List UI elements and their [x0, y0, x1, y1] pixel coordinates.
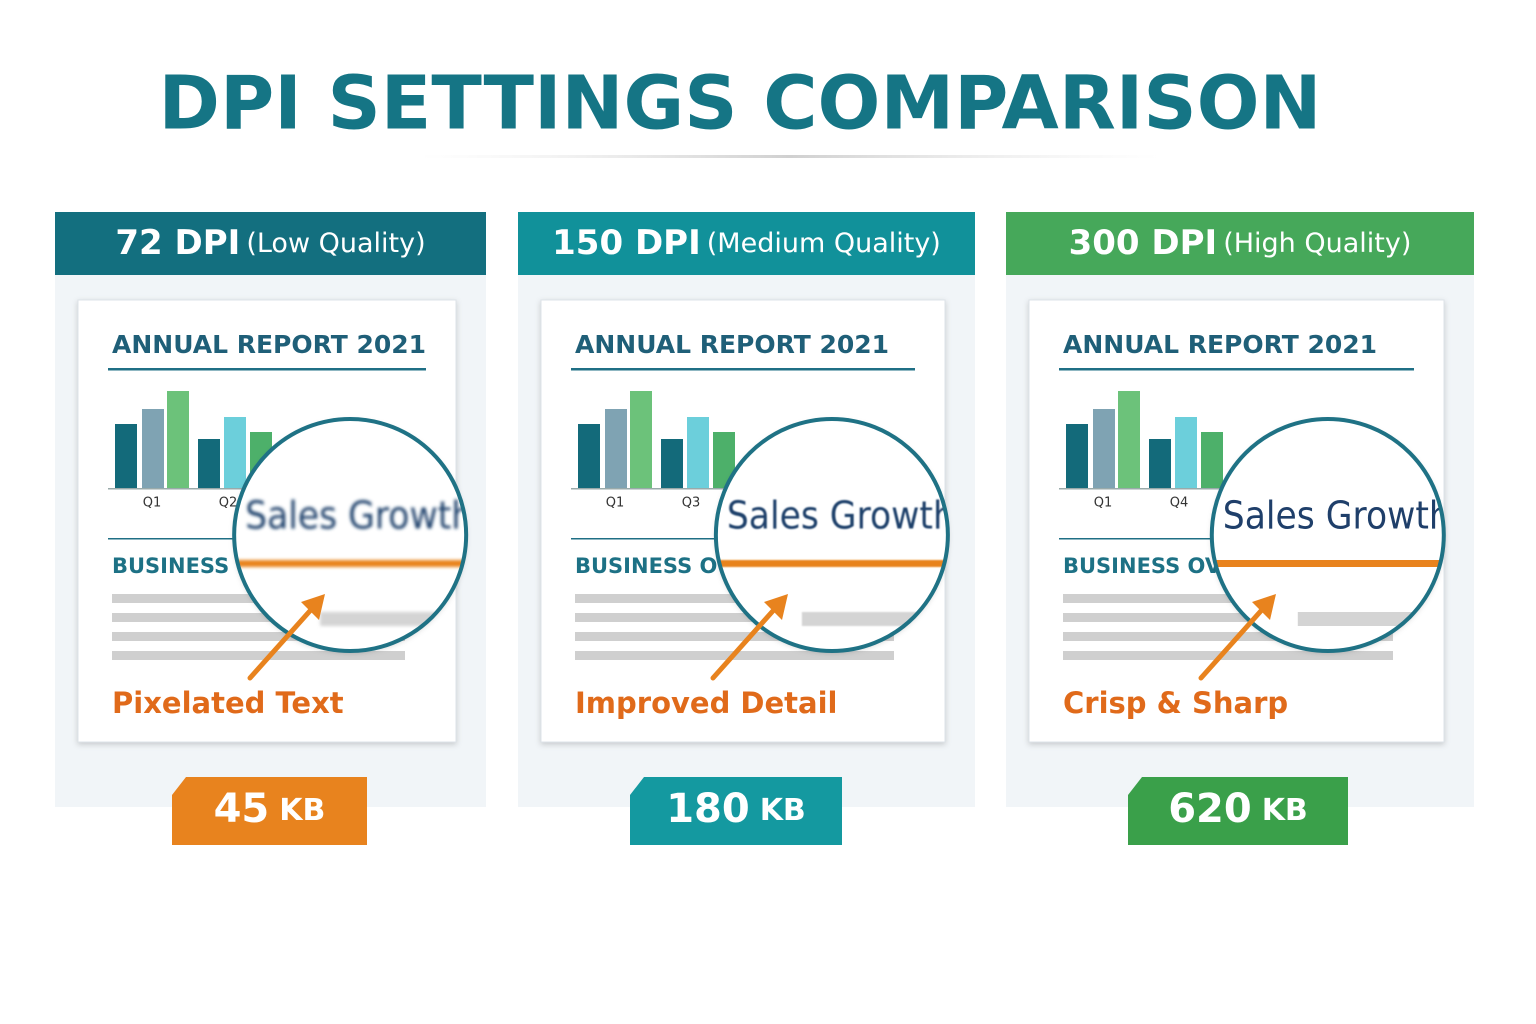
file-size: 45 KB — [214, 786, 326, 832]
zoom-text: Sales Growth — [1223, 494, 1451, 538]
magnifier-ring — [713, 417, 950, 653]
panel-header-text: 300 DPI (High Quality) — [1069, 223, 1412, 263]
magnified-detail: Sales Growth — [234, 494, 473, 626]
dpi-label: 150 DPI — [552, 223, 701, 263]
quality-caption: Crisp & Sharp — [1063, 686, 1288, 720]
report-title: ANNUAL REPORT 2021 — [1063, 330, 1377, 359]
quality-label: (High Quality) — [1223, 228, 1411, 259]
mini-chart-baseline — [571, 488, 751, 490]
mini-chart-label: Q4 — [1170, 496, 1189, 511]
mini-chart-bar — [115, 424, 137, 488]
arrow-shaft — [710, 600, 783, 681]
mini-chart-bar — [1175, 417, 1197, 488]
magnifier-background — [715, 419, 948, 651]
mini-chart-bar — [1201, 432, 1223, 488]
panel-header-text: 72 DPI (Low Quality) — [115, 223, 425, 263]
mini-chart-bar — [198, 439, 220, 488]
report-title-rule — [108, 368, 426, 371]
magnifier-background — [234, 419, 467, 651]
quality-label: (Low Quality) — [246, 228, 425, 259]
quality-label: (Medium Quality) — [707, 228, 941, 259]
magnified-content: Sales Growth — [234, 494, 473, 626]
file-size-badge — [630, 777, 842, 845]
magnified-detail: Sales Growth — [715, 494, 955, 626]
file-size-badge — [1128, 777, 1348, 845]
file-size-value: 620 — [1168, 786, 1252, 832]
mini-chart-bar — [605, 409, 627, 488]
file-size-unit: KB — [279, 793, 325, 828]
arrow-shaft — [247, 600, 320, 681]
mini-chart-bar — [1066, 424, 1088, 488]
text-placeholder-line — [112, 613, 405, 622]
dpi-label: 300 DPI — [1069, 223, 1218, 263]
arrow-head — [301, 594, 325, 620]
zoom-text: Sales Growth — [727, 494, 955, 538]
file-size-unit: KB — [1262, 793, 1308, 828]
file-size: 180 KB — [666, 786, 806, 832]
text-placeholder-line — [575, 632, 894, 641]
text-placeholder-line — [112, 651, 405, 660]
mini-chart-bar — [713, 432, 735, 488]
dpi-panel: 150 DPI (Medium Quality) ANNUAL REPORT 202… — [518, 212, 975, 845]
file-size-badge — [172, 777, 367, 845]
quality-caption: Improved Detail — [575, 686, 837, 720]
file-size: 620 KB — [1168, 786, 1308, 832]
mini-chart-bar — [630, 391, 652, 488]
report-title-rule — [1059, 368, 1414, 371]
magnified-content: Sales Growth — [715, 494, 955, 626]
arrow-head — [764, 594, 788, 620]
title-rule — [420, 155, 1160, 158]
panel-header — [1006, 212, 1474, 275]
mini-chart-bar — [224, 417, 246, 488]
mini-chart-bar — [1149, 439, 1171, 488]
report-title-rule — [571, 368, 915, 371]
panel-header-text: 150 DPI (Medium Quality) — [552, 223, 941, 263]
mini-chart-label: Q1 — [606, 496, 625, 511]
mini-chart-bar — [142, 409, 164, 488]
mini-chart-bar — [661, 439, 683, 488]
file-size-value: 45 — [214, 786, 270, 832]
file-size-unit: KB — [760, 793, 806, 828]
text-placeholder-line — [1063, 651, 1393, 660]
mini-chart-bar — [687, 417, 709, 488]
page-title: DPI SETTINGS COMPARISON — [159, 61, 1322, 147]
magnifier-ring — [232, 417, 469, 653]
panel-header — [518, 212, 975, 275]
text-placeholder-line — [1063, 632, 1393, 641]
zoom-underline — [715, 560, 948, 567]
arrow-shaft — [1198, 600, 1271, 681]
mini-chart-label: Q1 — [143, 496, 162, 511]
arrow-head — [1252, 594, 1276, 620]
dpi-panel: 300 DPI (High Quality) ANNUAL REPORT 2021 Q… — [1006, 212, 1474, 845]
text-placeholder-line — [1063, 613, 1393, 622]
file-size-value: 180 — [666, 786, 750, 832]
text-placeholder-line — [575, 613, 894, 622]
report-title: ANNUAL REPORT 2021 — [575, 330, 889, 359]
mini-chart-baseline — [1059, 488, 1239, 490]
mini-chart-baseline — [108, 488, 288, 490]
mini-chart-label: Q3 — [682, 496, 701, 511]
zoom-underline — [1211, 560, 1444, 567]
mini-chart-label: Q2 — [219, 496, 238, 511]
dpi-label: 72 DPI — [115, 223, 240, 263]
mini-chart-bar — [1093, 409, 1115, 488]
magnifier-background — [1211, 419, 1444, 651]
magnifier-ring — [1209, 417, 1446, 653]
report-title: ANNUAL REPORT 2021 — [112, 330, 426, 359]
mini-chart-bar — [578, 424, 600, 488]
panel-header — [55, 212, 486, 275]
mini-chart-bar — [1118, 391, 1140, 488]
text-placeholder-line — [112, 632, 405, 641]
zoom-text: Sales Growth — [245, 494, 473, 538]
dpi-panel: 72 DPI (Low Quality) ANNUAL REPORT 2021 Q1 Q… — [55, 212, 486, 845]
mini-chart-bar — [167, 391, 189, 488]
mini-chart-label: Q1 — [1094, 496, 1113, 511]
quality-caption: Pixelated Text — [112, 686, 344, 720]
text-placeholder-line — [1063, 594, 1393, 603]
zoom-underline — [234, 560, 467, 567]
